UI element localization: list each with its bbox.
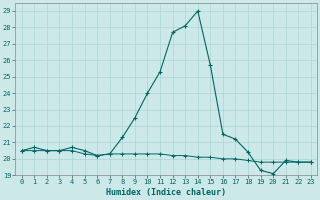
X-axis label: Humidex (Indice chaleur): Humidex (Indice chaleur) [106,188,226,197]
